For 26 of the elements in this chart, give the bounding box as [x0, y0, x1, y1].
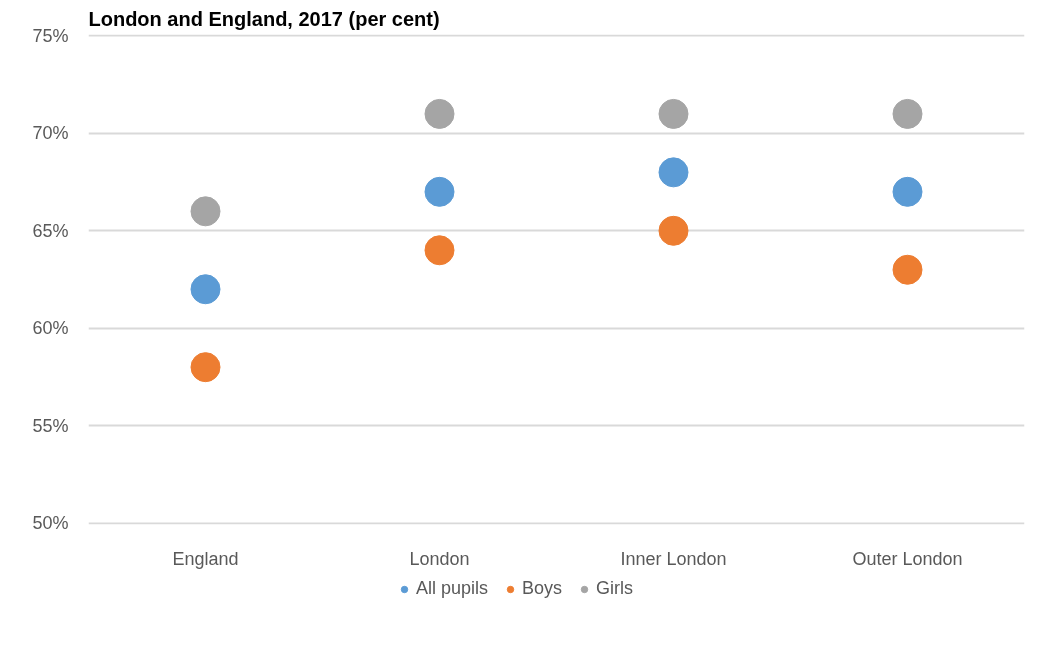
x-tick-label: London	[409, 548, 470, 569]
point	[658, 157, 689, 188]
y-tick-label: 75%	[32, 25, 69, 46]
x-tick-label: England	[172, 548, 239, 569]
point	[892, 176, 923, 207]
chart-title: London and England, 2017 (per cent)	[88, 7, 440, 30]
y-tick-label: 70%	[32, 123, 69, 144]
legend-label: Boys	[522, 578, 563, 599]
x-tick-label: Outer London	[852, 548, 963, 569]
legend-label: All pupils	[416, 578, 489, 599]
y-tick-label: 50%	[32, 513, 69, 534]
legend-label: Girls	[596, 578, 634, 599]
point	[892, 98, 923, 129]
y-tick-label: 60%	[32, 318, 69, 339]
point	[658, 98, 689, 129]
y-tick-label: 65%	[32, 220, 69, 241]
point	[424, 235, 455, 266]
point	[424, 176, 455, 207]
point	[190, 274, 221, 305]
point	[424, 98, 455, 129]
point	[190, 352, 221, 383]
point	[190, 196, 221, 227]
x-tick-label: Inner London	[620, 548, 727, 569]
point	[892, 254, 923, 285]
y-tick-label: 55%	[32, 415, 69, 436]
point	[658, 215, 689, 246]
